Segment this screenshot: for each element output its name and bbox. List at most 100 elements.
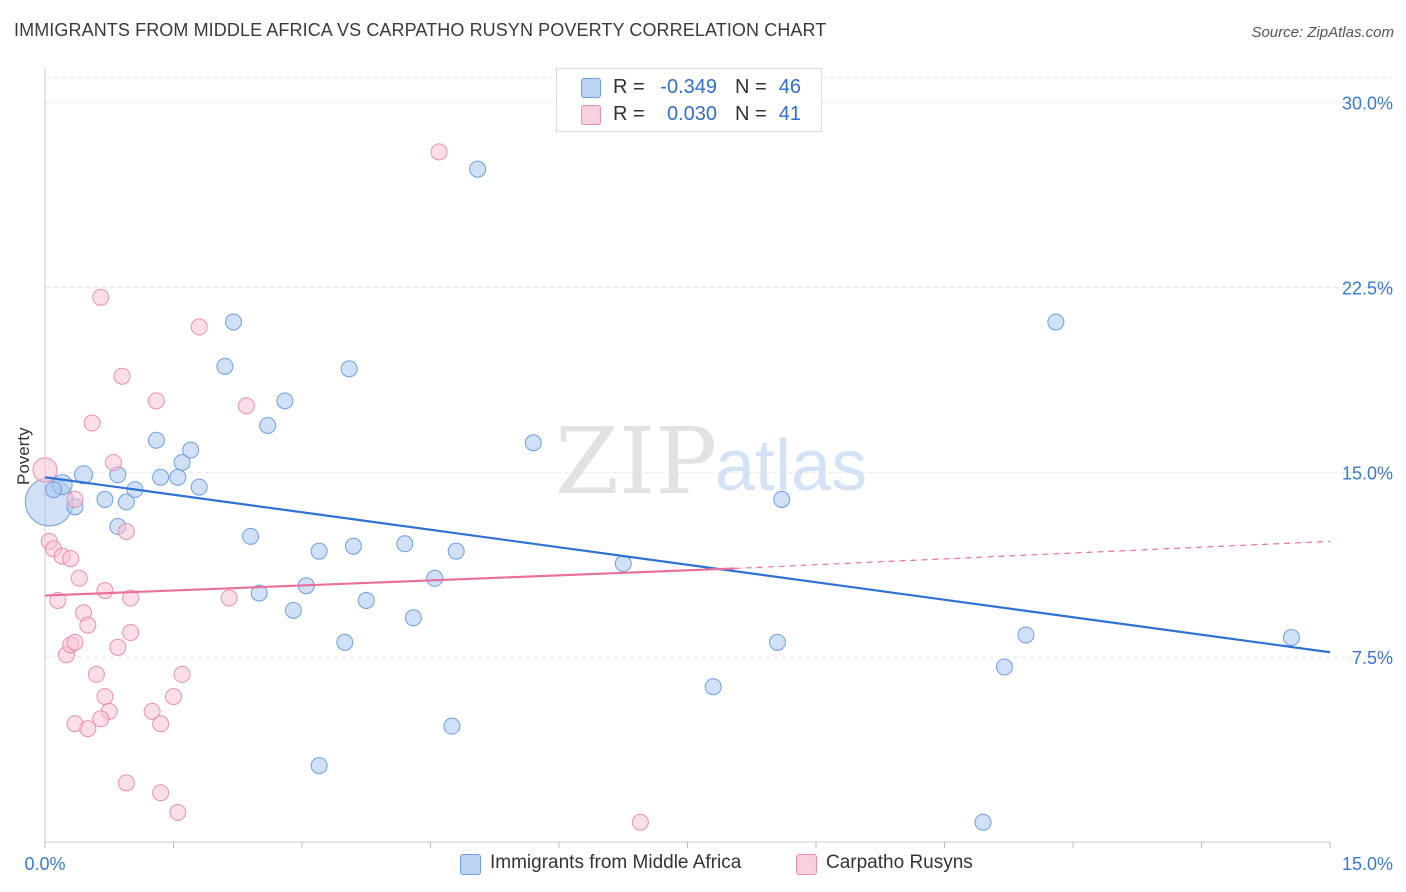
data-point-carpatho-rusyns bbox=[79, 616, 97, 634]
blue-swatch bbox=[581, 78, 601, 98]
n-label: N = bbox=[735, 76, 767, 98]
data-point-middle-africa bbox=[152, 468, 170, 486]
stats-legend: R = -0.349 N = 46 R = 0.030 N = 41 bbox=[556, 68, 822, 132]
data-point-middle-africa bbox=[310, 542, 328, 560]
pink-swatch bbox=[796, 854, 817, 875]
y-tick-label: 30.0% bbox=[1342, 94, 1393, 114]
data-point-carpatho-rusyns bbox=[92, 288, 110, 306]
data-point-middle-africa bbox=[773, 490, 791, 508]
watermark-atlas: atlas bbox=[715, 426, 867, 506]
data-point-middle-africa bbox=[404, 609, 422, 627]
r-value: -0.349 bbox=[660, 76, 717, 98]
data-point-middle-africa bbox=[344, 537, 362, 555]
data-point-carpatho-rusyns bbox=[147, 392, 165, 410]
data-point-middle-africa bbox=[995, 658, 1013, 676]
data-point-carpatho-rusyns bbox=[66, 490, 84, 508]
data-point-carpatho-rusyns bbox=[117, 774, 135, 792]
data-point-carpatho-rusyns bbox=[62, 550, 80, 568]
source-label: Source: ZipAtlas.com bbox=[1251, 24, 1394, 41]
data-point-middle-africa bbox=[974, 813, 992, 831]
data-point-middle-africa bbox=[1017, 626, 1035, 644]
blue-swatch bbox=[460, 854, 481, 875]
n-value: 41 bbox=[778, 103, 801, 125]
x-tick-label: 15.0% bbox=[1342, 854, 1393, 874]
data-point-middle-africa bbox=[224, 313, 242, 331]
grid-layer bbox=[45, 77, 1392, 658]
watermark-zip: ZIP bbox=[555, 408, 717, 515]
data-point-carpatho-rusyns bbox=[631, 813, 649, 831]
points-layer bbox=[24, 143, 1300, 831]
data-point-carpatho-rusyns bbox=[237, 397, 255, 415]
data-point-carpatho-rusyns bbox=[122, 589, 140, 607]
stats-legend-row-blue: R = -0.349 N = 46 bbox=[557, 74, 821, 100]
data-point-middle-africa bbox=[768, 633, 786, 651]
data-point-middle-africa bbox=[447, 542, 465, 560]
data-point-middle-africa bbox=[259, 416, 277, 434]
data-point-middle-africa bbox=[340, 360, 358, 378]
data-point-carpatho-rusyns bbox=[143, 702, 161, 720]
legend-label: Immigrants from Middle Africa bbox=[490, 852, 742, 873]
y-tick-label: 15.0% bbox=[1342, 463, 1393, 483]
data-point-carpatho-rusyns bbox=[105, 453, 123, 471]
r-label: R = bbox=[613, 76, 645, 98]
data-point-middle-africa bbox=[190, 478, 208, 496]
data-point-middle-africa bbox=[242, 527, 260, 545]
data-point-middle-africa bbox=[1047, 313, 1065, 331]
data-point-carpatho-rusyns bbox=[220, 589, 238, 607]
data-point-middle-africa bbox=[396, 535, 414, 553]
stats-legend-row-pink: R = 0.030 N = 41 bbox=[557, 101, 821, 127]
data-point-carpatho-rusyns bbox=[96, 688, 114, 706]
axis-layer bbox=[44, 68, 1331, 848]
data-point-carpatho-rusyns bbox=[83, 414, 101, 432]
n-label: N = bbox=[735, 103, 767, 125]
tick-label-layer: 7.5% 15.0% 22.5% 30.0% 0.0% 15.0% bbox=[24, 94, 1393, 874]
data-point-carpatho-rusyns bbox=[87, 665, 105, 683]
data-point-middle-africa bbox=[614, 555, 632, 573]
data-point-carpatho-rusyns bbox=[152, 715, 170, 733]
y-tick-label: 7.5% bbox=[1352, 648, 1393, 668]
data-point-middle-africa bbox=[169, 468, 187, 486]
r-value: 0.030 bbox=[666, 103, 717, 125]
data-point-carpatho-rusyns bbox=[96, 582, 114, 600]
trend-layer bbox=[44, 476, 1331, 654]
data-point-carpatho-rusyns bbox=[66, 633, 84, 651]
data-point-middle-africa bbox=[45, 481, 63, 499]
data-point-middle-africa bbox=[443, 717, 461, 735]
data-point-middle-africa bbox=[469, 160, 487, 178]
data-point-carpatho-rusyns bbox=[92, 710, 110, 728]
watermark: ZIP atlas bbox=[555, 408, 867, 515]
data-point-carpatho-rusyns bbox=[430, 143, 448, 161]
data-point-carpatho-rusyns bbox=[109, 638, 127, 656]
trend-line-carpatho-rusyns bbox=[44, 567, 735, 597]
data-point-carpatho-rusyns bbox=[169, 803, 187, 821]
chart-title: IMMIGRANTS FROM MIDDLE AFRICA VS CARPATH… bbox=[14, 20, 827, 40]
data-point-middle-africa bbox=[357, 591, 375, 609]
r-label: R = bbox=[613, 103, 645, 125]
data-point-carpatho-rusyns bbox=[173, 665, 191, 683]
data-point-middle-africa bbox=[336, 633, 354, 651]
data-point-middle-africa bbox=[704, 678, 722, 696]
data-point-middle-africa bbox=[284, 601, 302, 619]
data-point-middle-africa bbox=[250, 584, 268, 602]
trend-line-middle-africa bbox=[44, 476, 1331, 654]
data-point-carpatho-rusyns bbox=[122, 624, 140, 642]
pink-swatch bbox=[581, 105, 601, 125]
data-point-carpatho-rusyns bbox=[79, 720, 97, 738]
data-point-carpatho-rusyns bbox=[49, 591, 67, 609]
data-point-middle-africa bbox=[276, 392, 294, 410]
data-point-middle-africa bbox=[310, 757, 328, 775]
data-point-carpatho-rusyns bbox=[152, 784, 170, 802]
data-point-middle-africa bbox=[96, 490, 114, 508]
data-point-middle-africa bbox=[117, 493, 135, 511]
data-point-carpatho-rusyns bbox=[117, 522, 135, 540]
data-point-carpatho-rusyns bbox=[113, 367, 131, 385]
data-point-carpatho-rusyns bbox=[190, 318, 208, 336]
data-point-carpatho-rusyns bbox=[165, 688, 182, 706]
data-point-middle-africa bbox=[524, 434, 542, 452]
data-point-middle-africa bbox=[182, 441, 200, 459]
data-point-middle-africa bbox=[74, 465, 94, 485]
n-value: 46 bbox=[778, 76, 801, 98]
legend-label: Carpatho Rusyns bbox=[826, 852, 973, 873]
data-point-middle-africa bbox=[426, 569, 444, 587]
